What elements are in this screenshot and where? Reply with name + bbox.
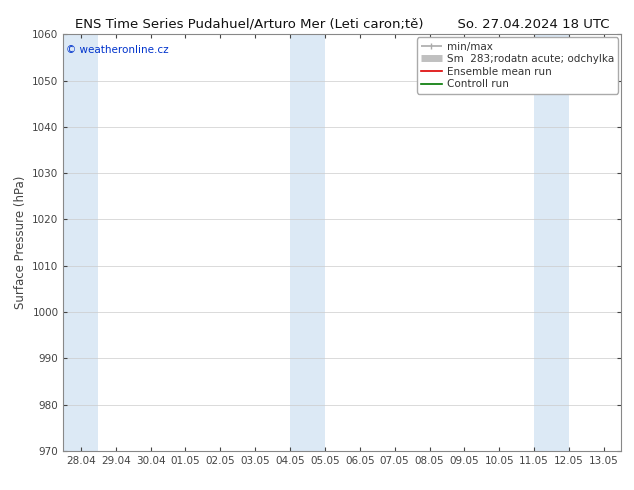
Bar xyxy=(534,34,569,451)
Text: © weatheronline.cz: © weatheronline.cz xyxy=(66,45,169,55)
Bar xyxy=(63,34,98,451)
Title: ENS Time Series Pudahuel/Arturo Mer (Leti caron;tě)        So. 27.04.2024 18 UTC: ENS Time Series Pudahuel/Arturo Mer (Let… xyxy=(75,17,610,30)
Bar xyxy=(290,34,325,451)
Legend: min/max, Sm  283;rodatn acute; odchylka, Ensemble mean run, Controll run: min/max, Sm 283;rodatn acute; odchylka, … xyxy=(417,37,618,94)
Y-axis label: Surface Pressure (hPa): Surface Pressure (hPa) xyxy=(14,176,27,309)
